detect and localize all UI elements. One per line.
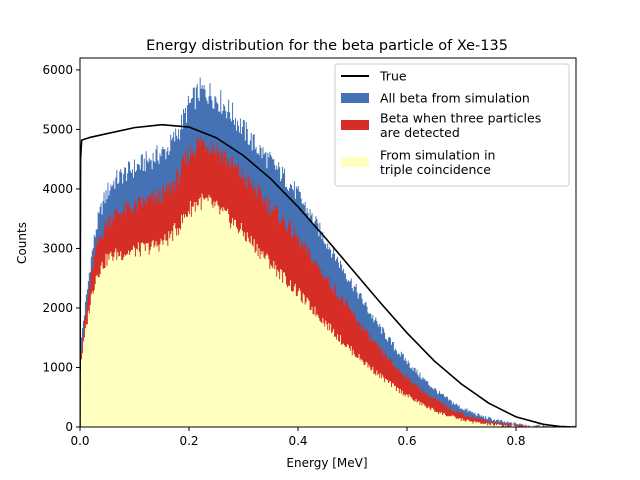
- legend-label-from-simulation-in-triple-coincidence: From simulation in: [380, 147, 495, 162]
- y-tick-label: 5000: [42, 122, 73, 136]
- legend-swatch-beta-when-three-particles-are-detected: [341, 120, 369, 130]
- legend-label-true: True: [379, 69, 407, 84]
- y-tick-label: 6000: [42, 63, 73, 77]
- x-tick-label: 0.8: [506, 434, 525, 448]
- y-tick-label: 3000: [42, 241, 73, 255]
- x-tick-label: 0.4: [288, 434, 307, 448]
- legend-box: [334, 63, 570, 187]
- histogram-from-simulation-in-triple-coincidence: [80, 193, 576, 427]
- legend-swatch-from-simulation-in-triple-coincidence: [341, 157, 369, 167]
- legend-label-all-beta-from-simulation: All beta from simulation: [380, 91, 530, 106]
- y-tick-label: 4000: [42, 182, 73, 196]
- legend-label-beta-when-three-particles-are-detected: Beta when three particles: [380, 110, 541, 125]
- y-tick-label: 0: [65, 420, 73, 434]
- x-tick-label: 0.6: [397, 434, 416, 448]
- legend-swatch-all-beta-from-simulation: [341, 93, 369, 103]
- axes: 0.0 0.2 0.4 0.6 0.8 0 1000 2000 3000 4000 5000 6000: [42, 57, 577, 448]
- plot-frame: [79, 57, 577, 428]
- x-tick-label: 0.2: [179, 434, 198, 448]
- y-axis-label: Counts: [15, 222, 29, 264]
- line-true: [80, 123, 574, 427]
- legend-label-from-simulation-in-triple-coincidence: triple coincidence: [380, 162, 491, 177]
- x-tick-label: 0.0: [70, 434, 89, 448]
- chart-title: Energy distribution for the beta particl…: [146, 38, 508, 54]
- x-axis-label: Energy [MeV]: [286, 456, 367, 470]
- legend-label-beta-when-three-particles-are-detected: are detected: [380, 125, 460, 140]
- legend: True All beta from simulation Beta when th…: [334, 63, 570, 187]
- y-tick-label: 2000: [42, 301, 73, 315]
- plot-area: [80, 77, 576, 427]
- y-tick-label: 1000: [42, 360, 73, 374]
